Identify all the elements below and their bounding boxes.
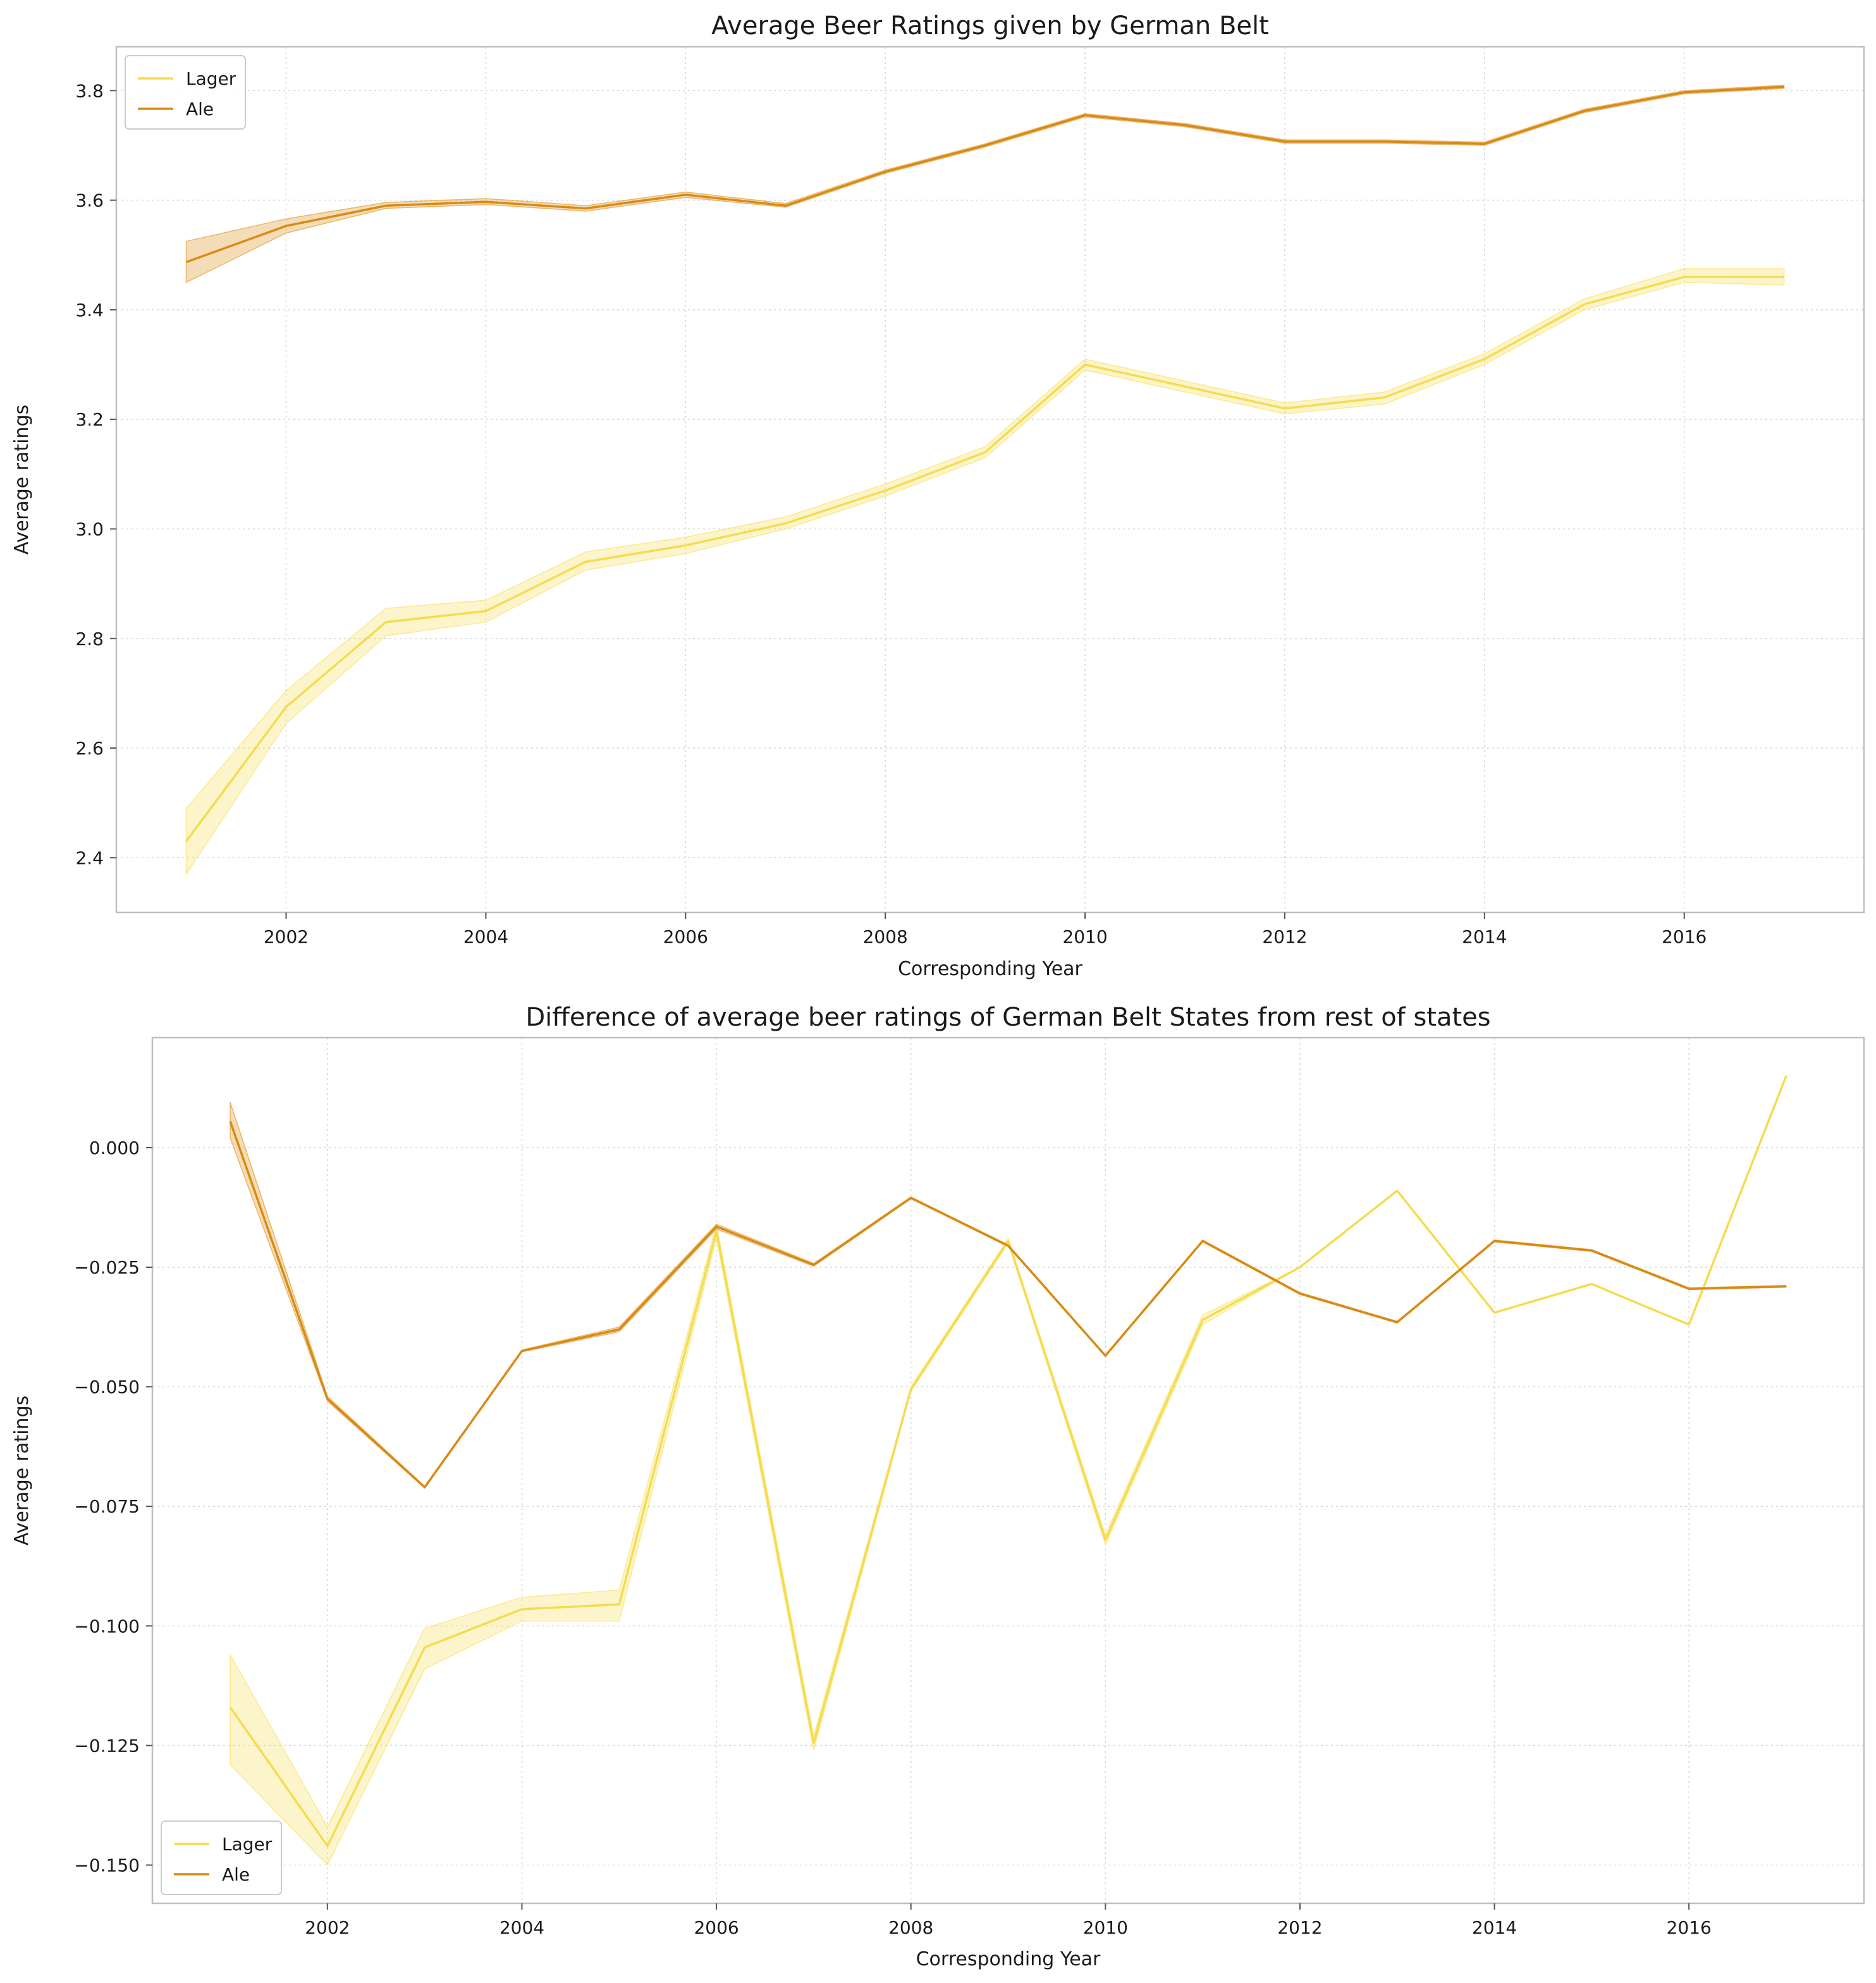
- x-tick-label: 2016: [1667, 1917, 1712, 1938]
- x-tick-label: 2004: [463, 926, 508, 947]
- y-tick-label: 3.2: [75, 409, 104, 430]
- legend-box: [125, 55, 246, 130]
- x-axis-title: Corresponding Year: [898, 958, 1082, 980]
- x-axis-title: Corresponding Year: [916, 1948, 1101, 1970]
- x-tick-label: 2006: [694, 1917, 739, 1938]
- series-lines: [229, 1075, 1787, 1847]
- y-tick-label: 2.4: [75, 847, 104, 868]
- y-tick-label: −0.025: [74, 1257, 140, 1278]
- y-tick-label: 2.6: [75, 738, 104, 759]
- confidence-bands: [185, 84, 1785, 876]
- y-axis-title: Average ratings: [11, 1396, 33, 1545]
- x-tick-label: 2014: [1462, 926, 1507, 947]
- x-axis-ticks: 2002 2004 2006 2008 2010 2012 2014 2016: [264, 912, 1707, 947]
- x-tick-label: 2012: [1277, 1917, 1322, 1938]
- legend-label-lager: Lager: [222, 1834, 273, 1855]
- y-tick-label: 3.6: [75, 190, 104, 211]
- y-tick-label: 3.0: [75, 519, 104, 539]
- x-tick-label: 2008: [863, 926, 908, 947]
- x-tick-label: 2012: [1262, 926, 1307, 947]
- y-tick-label: −0.100: [74, 1616, 140, 1636]
- series-lines: [185, 85, 1784, 842]
- plot-frame: [115, 46, 1865, 914]
- chart-title: Difference of average beer ratings of Ge…: [525, 1003, 1490, 1032]
- y-tick-label: −0.125: [74, 1735, 140, 1756]
- y-tick-label: −0.150: [74, 1855, 140, 1876]
- x-tick-label: 2002: [264, 926, 309, 947]
- x-axis-ticks: 2002 2004 2006 2008 2010 2012 2014 2016: [305, 1903, 1712, 1938]
- chart-title: Average Beer Ratings given by German Bel…: [711, 11, 1269, 40]
- x-tick-label: 2002: [305, 1917, 350, 1938]
- plot-frame: [151, 1036, 1865, 1905]
- x-tick-label: 2004: [500, 1917, 544, 1938]
- series-line-lager: [185, 276, 1784, 842]
- legend: Lager Ale: [161, 1820, 282, 1895]
- y-tick-label: −0.075: [74, 1496, 140, 1517]
- chart-panel-difference: 2002 2004 2006 2008 2010 2012 2014 2016 0.000 −0…: [11, 1003, 1865, 1970]
- y-axis-ticks: 0.000 −0.025 −0.050 −0.075 −0.100 −0.125 −0.15…: [74, 1138, 152, 1876]
- y-tick-label: 0.000: [89, 1138, 140, 1158]
- series-line-lager: [229, 1075, 1787, 1847]
- series-line-ale: [229, 1120, 1786, 1489]
- x-tick-label: 2010: [1083, 1917, 1128, 1938]
- y-axis-ticks: 2.4 2.6 2.8 3.0 3.2 3.4 3.6 3.8: [75, 80, 116, 868]
- x-tick-label: 2006: [663, 926, 708, 947]
- x-tick-label: 2014: [1472, 1917, 1517, 1938]
- x-tick-label: 2010: [1062, 926, 1107, 947]
- series-line-ale: [185, 85, 1784, 264]
- x-tick-label: 2016: [1662, 926, 1707, 947]
- confidence-band-ale: [185, 84, 1785, 283]
- legend-label-ale: Ale: [186, 99, 214, 120]
- x-tick-label: 2008: [888, 1917, 933, 1938]
- confidence-band-lager: [185, 268, 1785, 876]
- y-tick-label: 3.4: [75, 300, 104, 321]
- grid: [152, 1038, 1864, 1903]
- legend: Lager Ale: [125, 55, 246, 130]
- y-tick-label: 2.8: [75, 629, 104, 649]
- y-tick-label: −0.050: [74, 1377, 140, 1397]
- legend-box: [161, 1820, 282, 1895]
- chart-panel-ratings: 2002 2004 2006 2008 2010 2012 2014 2016 2.42.62…: [11, 11, 1865, 980]
- y-axis-title: Average ratings: [11, 405, 33, 555]
- legend-label-ale: Ale: [222, 1864, 250, 1885]
- legend-label-lager: Lager: [186, 68, 236, 89]
- y-tick-label: 3.8: [75, 80, 104, 101]
